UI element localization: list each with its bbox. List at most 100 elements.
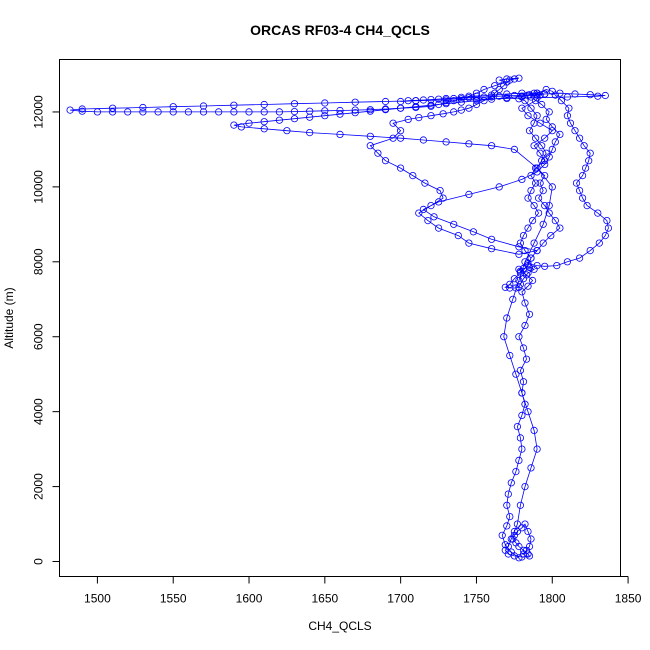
data-point [516,366,525,374]
data-point [465,94,473,102]
data-point [139,103,147,112]
data-point [594,92,602,100]
data-point [472,89,481,97]
data-point [415,114,423,122]
data-point [442,94,450,103]
data-point [427,202,435,210]
data-point [533,164,541,172]
data-point [480,85,488,94]
data-point [230,101,238,109]
data-point [524,550,532,558]
y-tick-label: 12000 [32,95,46,129]
data-point [450,97,458,105]
data-point [578,172,587,180]
y-tick-label: 0 [32,558,46,565]
data-point [556,89,564,97]
data-point [506,280,514,288]
y-axis-label: Altitude (m) [2,287,16,348]
data-point [533,247,541,255]
data-point [510,275,519,283]
data-point [530,142,538,150]
data-point [542,115,550,124]
data-point [518,445,526,453]
data-point [594,209,602,217]
data-point [522,355,531,363]
data-point [541,262,549,270]
data-point [515,250,523,258]
data-point [336,110,344,118]
x-axis: 1500 1550 1600 1650 1700 1750 1800 1850 [84,576,642,606]
data-point [521,400,529,408]
data-point [541,157,549,165]
data-point [512,370,520,378]
data-point [495,183,503,191]
data-point [480,93,488,101]
data-point [521,299,529,307]
data-point [583,202,591,210]
data-point [290,115,299,123]
data-point [556,130,564,138]
data-point [506,284,514,292]
data-point [381,97,390,106]
data-point [548,123,556,131]
x-tick-label: 1850 [615,592,642,606]
data-point [245,119,253,127]
data-point [427,112,435,120]
data-point [503,314,511,322]
data-point [434,95,443,103]
y-tick-label: 4000 [32,398,46,425]
data-point [491,82,499,90]
data-point [184,108,192,116]
data-point [533,91,541,99]
data-point [578,194,587,202]
data-point [424,217,432,225]
data-point [487,235,496,243]
data-point [563,112,572,120]
data-point [601,91,609,100]
data-point [533,445,541,453]
data-point [530,202,538,210]
data-point [503,522,511,530]
data-point [465,104,473,112]
data-point [290,108,299,116]
data-point [515,276,523,285]
x-axis-label: CH4_QCLS [308,619,371,633]
data-point [531,134,540,142]
data-point [566,119,575,127]
data-point [503,94,511,102]
data-point [495,76,503,84]
data-point [516,269,525,277]
data-point [237,123,245,131]
data-point [465,190,473,198]
data-point [472,100,481,109]
data-point [283,127,291,135]
data-point [454,232,462,240]
data-point [510,91,519,100]
series-layer [66,74,613,562]
data-point [524,224,532,232]
data-point [472,97,481,105]
data-point [436,187,444,195]
data-point [500,333,508,341]
data-point [595,239,603,247]
data-point [306,129,314,137]
data-point [389,119,397,127]
data-point [527,104,535,112]
data-point [575,134,584,142]
data-point [419,205,427,213]
data-point [530,426,538,434]
data-point [169,108,177,116]
data-point [336,106,344,115]
data-point [556,224,564,232]
data-point [541,172,549,180]
data-point [396,127,405,135]
data-point [516,501,525,509]
data-point [519,232,528,240]
data-point [536,179,544,187]
data-point [516,239,525,247]
data-point [321,107,329,115]
data-point [530,239,538,247]
x-tick-label: 1600 [236,592,263,606]
data-point [545,153,553,161]
data-point [366,142,374,150]
